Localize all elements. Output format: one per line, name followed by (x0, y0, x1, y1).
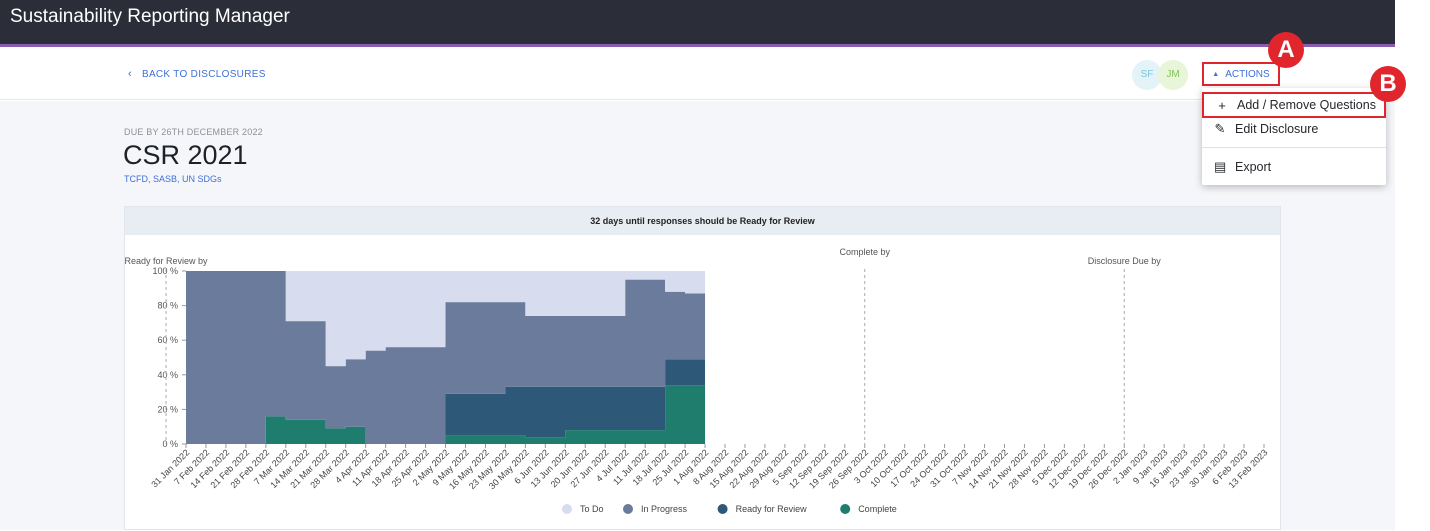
page-title: CSR 2021 (123, 140, 248, 170)
edit-disclosure-menu-item[interactable]: ✎ Edit Disclosure (1202, 116, 1386, 142)
caret-up-icon: ▲ (1212, 70, 1220, 78)
plus-icon: + (1218, 97, 1226, 113)
legend-swatch (840, 504, 851, 514)
document-icon: ▤ (1214, 159, 1227, 174)
chevron-left-icon: ‹ (128, 68, 132, 80)
menu-item-label: Edit Disclosure (1235, 122, 1319, 136)
y-tick-label: 80 % (157, 301, 178, 311)
annotation-marker-a: A (1268, 32, 1304, 68)
menu-item-label: Export (1235, 160, 1272, 174)
back-link-label: BACK TO DISCLOSURES (141, 68, 266, 80)
y-tick-label: 0 % (162, 439, 178, 449)
legend-label: To Do (580, 504, 604, 514)
y-tick-label: 40 % (157, 370, 178, 380)
y-tick-label: 100 % (152, 266, 178, 276)
actions-button[interactable]: ▲ ACTIONS (1202, 62, 1280, 86)
menu-item-label: Add / Remove Questions (1237, 98, 1376, 112)
framework-links[interactable]: TCFD, SASB, UN SDGs (124, 174, 222, 184)
actions-label: ACTIONS (1225, 68, 1270, 80)
app-title: Sustainability Reporting Manager (10, 6, 290, 27)
avatar[interactable]: SF (1132, 60, 1162, 90)
milestone-label: Ready for Review by (125, 256, 208, 266)
export-menu-item[interactable]: ▤ Export (1202, 154, 1386, 180)
due-date: DUE BY 26TH DECEMBER 2022 (124, 127, 263, 137)
legend-label: Ready for Review (736, 504, 808, 514)
legend-label: Complete (858, 504, 897, 514)
actions-menu: + Add / Remove Questions ✎ Edit Disclosu… (1202, 88, 1386, 185)
pencil-icon: ✎ (1214, 121, 1226, 136)
series-area-complete (186, 385, 706, 444)
app-header: Sustainability Reporting Manager (0, 0, 1395, 47)
legend-swatch (623, 504, 633, 514)
chart-title: 32 days until responses should be Ready … (125, 207, 1280, 235)
series-area-in-progress (186, 271, 706, 444)
milestone-label: Disclosure Due by (1088, 256, 1162, 266)
back-to-disclosures-link[interactable]: ‹ BACK TO DISCLOSURES (128, 68, 266, 80)
legend-swatch (562, 504, 572, 514)
avatar[interactable]: JM (1158, 60, 1188, 90)
y-tick-label: 60 % (157, 335, 178, 345)
menu-divider (1202, 147, 1386, 148)
progress-chart-card: 32 days until responses should be Ready … (124, 206, 1281, 530)
legend-label: In Progress (641, 504, 688, 514)
annotation-marker-b: B (1370, 66, 1406, 102)
add-remove-questions-menu-item[interactable]: + Add / Remove Questions (1202, 92, 1386, 118)
legend-swatch (717, 504, 728, 514)
y-tick-label: 20 % (157, 404, 178, 414)
series-area-to-do (186, 271, 706, 367)
milestone-label: Complete by (839, 247, 890, 257)
